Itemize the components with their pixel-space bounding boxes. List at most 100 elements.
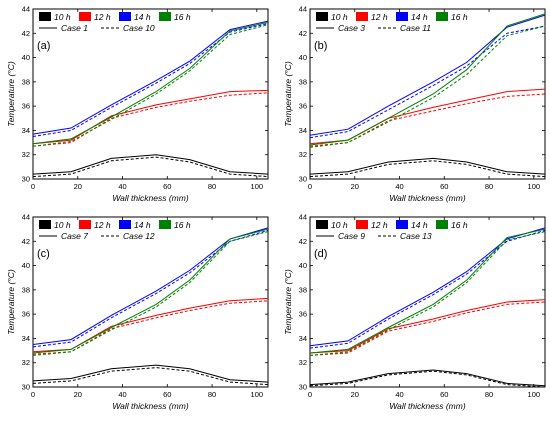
y-tick-label: 30 — [299, 383, 307, 392]
series-line-12h-case-12 — [32, 300, 269, 355]
series-line-12h-case-9 — [309, 299, 546, 354]
chart-panel-d: 30 32 34 36 38 40 42 44 0 20 40 60 80 100 Wall thickne… — [283, 213, 546, 411]
plot-frame — [309, 8, 546, 180]
series-line-16h-case-12 — [32, 231, 269, 356]
series-line-10h-case-3 — [309, 157, 546, 175]
x-tick-label: 100 — [251, 182, 264, 191]
legend-label: 10 h — [331, 220, 348, 230]
x-tick-label: 60 — [440, 182, 448, 191]
legend-label: 14 h — [134, 12, 151, 22]
legend-swatch — [356, 12, 368, 21]
x-axis-label: Wall thickness (mm) — [112, 401, 189, 411]
legend-label: 14 h — [411, 12, 428, 22]
legend-label: 10 h — [54, 12, 71, 22]
legend-label: Case 3 — [338, 23, 365, 33]
series-line-16h-case-3 — [309, 13, 546, 146]
x-tick-label: 0 — [308, 390, 312, 399]
series-line-10h-case-12 — [32, 367, 269, 386]
x-axis-label: Wall thickness (mm) — [389, 193, 466, 203]
legend-label: 12 h — [94, 220, 111, 230]
x-axis-label: Wall thickness (mm) — [389, 401, 466, 411]
y-tick-label: 38 — [299, 285, 307, 294]
y-tick-label: 40 — [299, 53, 307, 62]
x-tick-label: 100 — [528, 390, 541, 399]
legend-label: 16 h — [174, 220, 191, 230]
y-tick-label: 34 — [22, 334, 30, 343]
series-line-10h-case-7 — [32, 364, 269, 383]
x-tick-label: 60 — [163, 390, 171, 399]
y-axis-label: Temperature (°C) — [283, 269, 293, 335]
series-line-16h-case-13 — [309, 231, 546, 356]
y-tick-label: 40 — [22, 53, 30, 62]
legend-swatch — [79, 12, 91, 21]
series-line-16h-case-1 — [32, 21, 269, 145]
x-tick-label: 80 — [208, 390, 216, 399]
y-tick-label: 42 — [22, 29, 30, 38]
x-tick-label: 80 — [485, 390, 493, 399]
y-tick-label: 30 — [299, 175, 307, 184]
y-tick-label: 44 — [22, 5, 30, 14]
x-tick-label: 40 — [395, 390, 403, 399]
legend-swatch — [316, 12, 328, 21]
legend-label: 16 h — [174, 12, 191, 22]
legend-label: 12 h — [371, 220, 388, 230]
legend-label: 14 h — [134, 220, 151, 230]
chart-panel-b: 30 32 34 36 38 40 42 44 0 20 40 60 80 100 Wall thickne… — [283, 5, 546, 203]
x-tick-label: 60 — [440, 390, 448, 399]
legend-label: 14 h — [411, 220, 428, 230]
y-tick-label: 40 — [299, 261, 307, 270]
series-line-12h-case-7 — [32, 297, 269, 353]
legend-label: 16 h — [451, 220, 468, 230]
legend-label: Case 12 — [123, 231, 155, 241]
legend-swatch — [79, 220, 91, 229]
y-tick-label: 36 — [299, 310, 307, 319]
y-tick-label: 34 — [299, 126, 307, 135]
plot-frame — [32, 8, 269, 180]
legend-swatch — [159, 220, 171, 229]
series-line-16h-case-7 — [32, 228, 269, 354]
series-line-12h-case-1 — [32, 89, 269, 145]
y-tick-label: 38 — [299, 77, 307, 86]
legend-label: 12 h — [94, 12, 111, 22]
legend-label: Case 1 — [61, 23, 88, 33]
x-tick-label: 0 — [31, 182, 35, 191]
legend-label: 12 h — [371, 12, 388, 22]
legend-swatch — [39, 220, 51, 229]
x-tick-label: 20 — [351, 390, 359, 399]
chart-panel-a: 30 32 34 36 38 40 42 44 0 20 40 60 80 100 Wall thickne… — [6, 5, 269, 203]
x-tick-label: 20 — [74, 390, 82, 399]
panel-label: (a) — [37, 40, 50, 52]
series-line-14h-case-1 — [32, 20, 269, 135]
y-tick-label: 42 — [299, 29, 307, 38]
series-line-10h-case-11 — [309, 160, 546, 178]
y-axis-label: Temperature (°C) — [6, 61, 16, 127]
legend-swatch — [316, 220, 328, 229]
legend-label: Case 7 — [61, 231, 88, 241]
x-tick-label: 100 — [251, 390, 264, 399]
y-tick-label: 40 — [22, 261, 30, 270]
series-line-14h-case-7 — [32, 227, 269, 345]
series-line-12h-case-10 — [32, 92, 269, 147]
y-tick-label: 32 — [22, 358, 30, 367]
x-tick-label: 20 — [74, 182, 82, 191]
y-tick-label: 30 — [22, 175, 30, 184]
y-tick-label: 36 — [22, 310, 30, 319]
plot-frame — [32, 216, 269, 388]
x-tick-label: 0 — [308, 182, 312, 191]
x-tick-label: 80 — [208, 182, 216, 191]
y-tick-label: 42 — [299, 237, 307, 246]
x-tick-label: 40 — [395, 182, 403, 191]
x-tick-label: 60 — [163, 182, 171, 191]
legend-label: Case 10 — [123, 23, 155, 33]
series-line-10h-case-10 — [32, 156, 269, 178]
y-tick-label: 34 — [299, 334, 307, 343]
legend-label: 16 h — [451, 12, 468, 22]
legend-label: Case 13 — [400, 231, 432, 241]
x-tick-label: 80 — [485, 182, 493, 191]
y-tick-label: 32 — [299, 150, 307, 159]
x-tick-label: 0 — [31, 390, 35, 399]
series-line-14h-case-11 — [309, 25, 546, 139]
series-line-14h-case-3 — [309, 14, 546, 136]
series-line-10h-case-1 — [32, 154, 269, 175]
